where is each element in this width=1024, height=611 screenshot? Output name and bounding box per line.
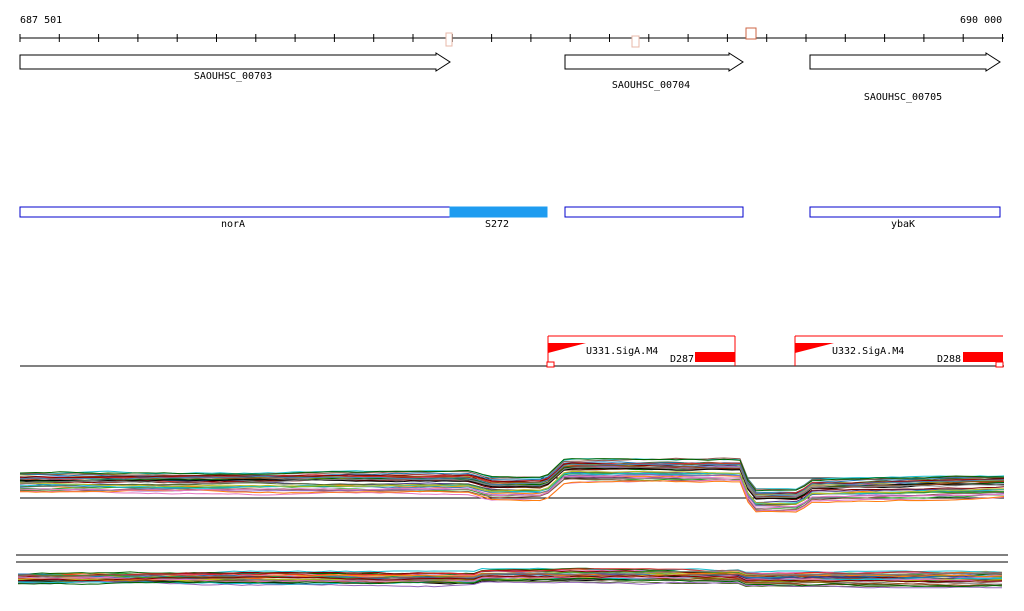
- gene-track: SAOUHSC_00703 SAOUHSC_00704 SAOUHSC_0070…: [19, 52, 1001, 103]
- expression-line: [19, 470, 1005, 505]
- expression-line: [19, 466, 1005, 499]
- expression-line: [19, 467, 1005, 501]
- annotation-box[interactable]: [19, 206, 451, 218]
- coordinate-ruler: 687 501 690 000: [19, 15, 1004, 48]
- ruler-marker: [745, 27, 757, 40]
- terminator-label: D288: [937, 354, 961, 365]
- expression-line: [17, 580, 1002, 589]
- expression-line: [17, 574, 1003, 583]
- expression-line: [19, 478, 1005, 511]
- expression-line: [18, 573, 1003, 579]
- expression-profiles: [19, 457, 1005, 513]
- ruler-end-label: 690 000: [960, 15, 1002, 26]
- expression-line: [19, 463, 1005, 495]
- expression-line: [19, 462, 1005, 495]
- promoter-flag: [795, 343, 834, 353]
- gene-arrow[interactable]: SAOUHSC_00705: [809, 52, 1001, 103]
- ruler-marker: [445, 32, 453, 47]
- terminator-block: [963, 352, 1003, 362]
- promoter-flag: [548, 343, 586, 353]
- annotation-box[interactable]: [809, 206, 1001, 218]
- expression-line: [17, 569, 1003, 581]
- gene-label: SAOUHSC_00704: [612, 80, 690, 91]
- ruler-start-label: 687 501: [20, 15, 62, 26]
- gene-arrow[interactable]: SAOUHSC_00704: [564, 52, 744, 91]
- gene-label: SAOUHSC_00703: [194, 71, 272, 82]
- promoter-feature[interactable]: U331.SigA.M4 D287: [546, 335, 736, 368]
- gene-arrow[interactable]: SAOUHSC_00703: [19, 52, 451, 82]
- promoter-feature[interactable]: U332.SigA.M4 D288: [794, 335, 1004, 368]
- regulatory-track: U331.SigA.M4 D287 U332.SigA.M4 D288: [20, 335, 1004, 368]
- annotation-box-highlight[interactable]: [449, 206, 548, 218]
- terminator-label: D287: [670, 354, 694, 365]
- promoter-label: U331.SigA.M4: [586, 346, 658, 357]
- annotation-track: norA S272 ybaK: [19, 206, 1001, 230]
- annotation-label: ybaK: [891, 219, 915, 230]
- terminator-marker: [995, 361, 1004, 368]
- annotation-label: S272: [485, 219, 509, 230]
- terminator-block: [695, 352, 735, 362]
- expression-line: [18, 568, 1003, 577]
- promoter-marker: [546, 361, 555, 368]
- annotation-label: norA: [221, 219, 245, 230]
- expression-profiles: [17, 567, 1003, 589]
- ruler-marker: [631, 35, 640, 48]
- annotation-box[interactable]: [564, 206, 744, 218]
- expression-line: [19, 466, 1005, 499]
- expression-line: [17, 577, 1003, 588]
- gene-label: SAOUHSC_00705: [864, 92, 942, 103]
- expression-track-lower: [16, 554, 1008, 589]
- expression-line: [19, 458, 1005, 492]
- promoter-label: U332.SigA.M4: [832, 346, 904, 357]
- expression-track-upper: [19, 457, 1005, 513]
- expression-line: [19, 475, 1005, 509]
